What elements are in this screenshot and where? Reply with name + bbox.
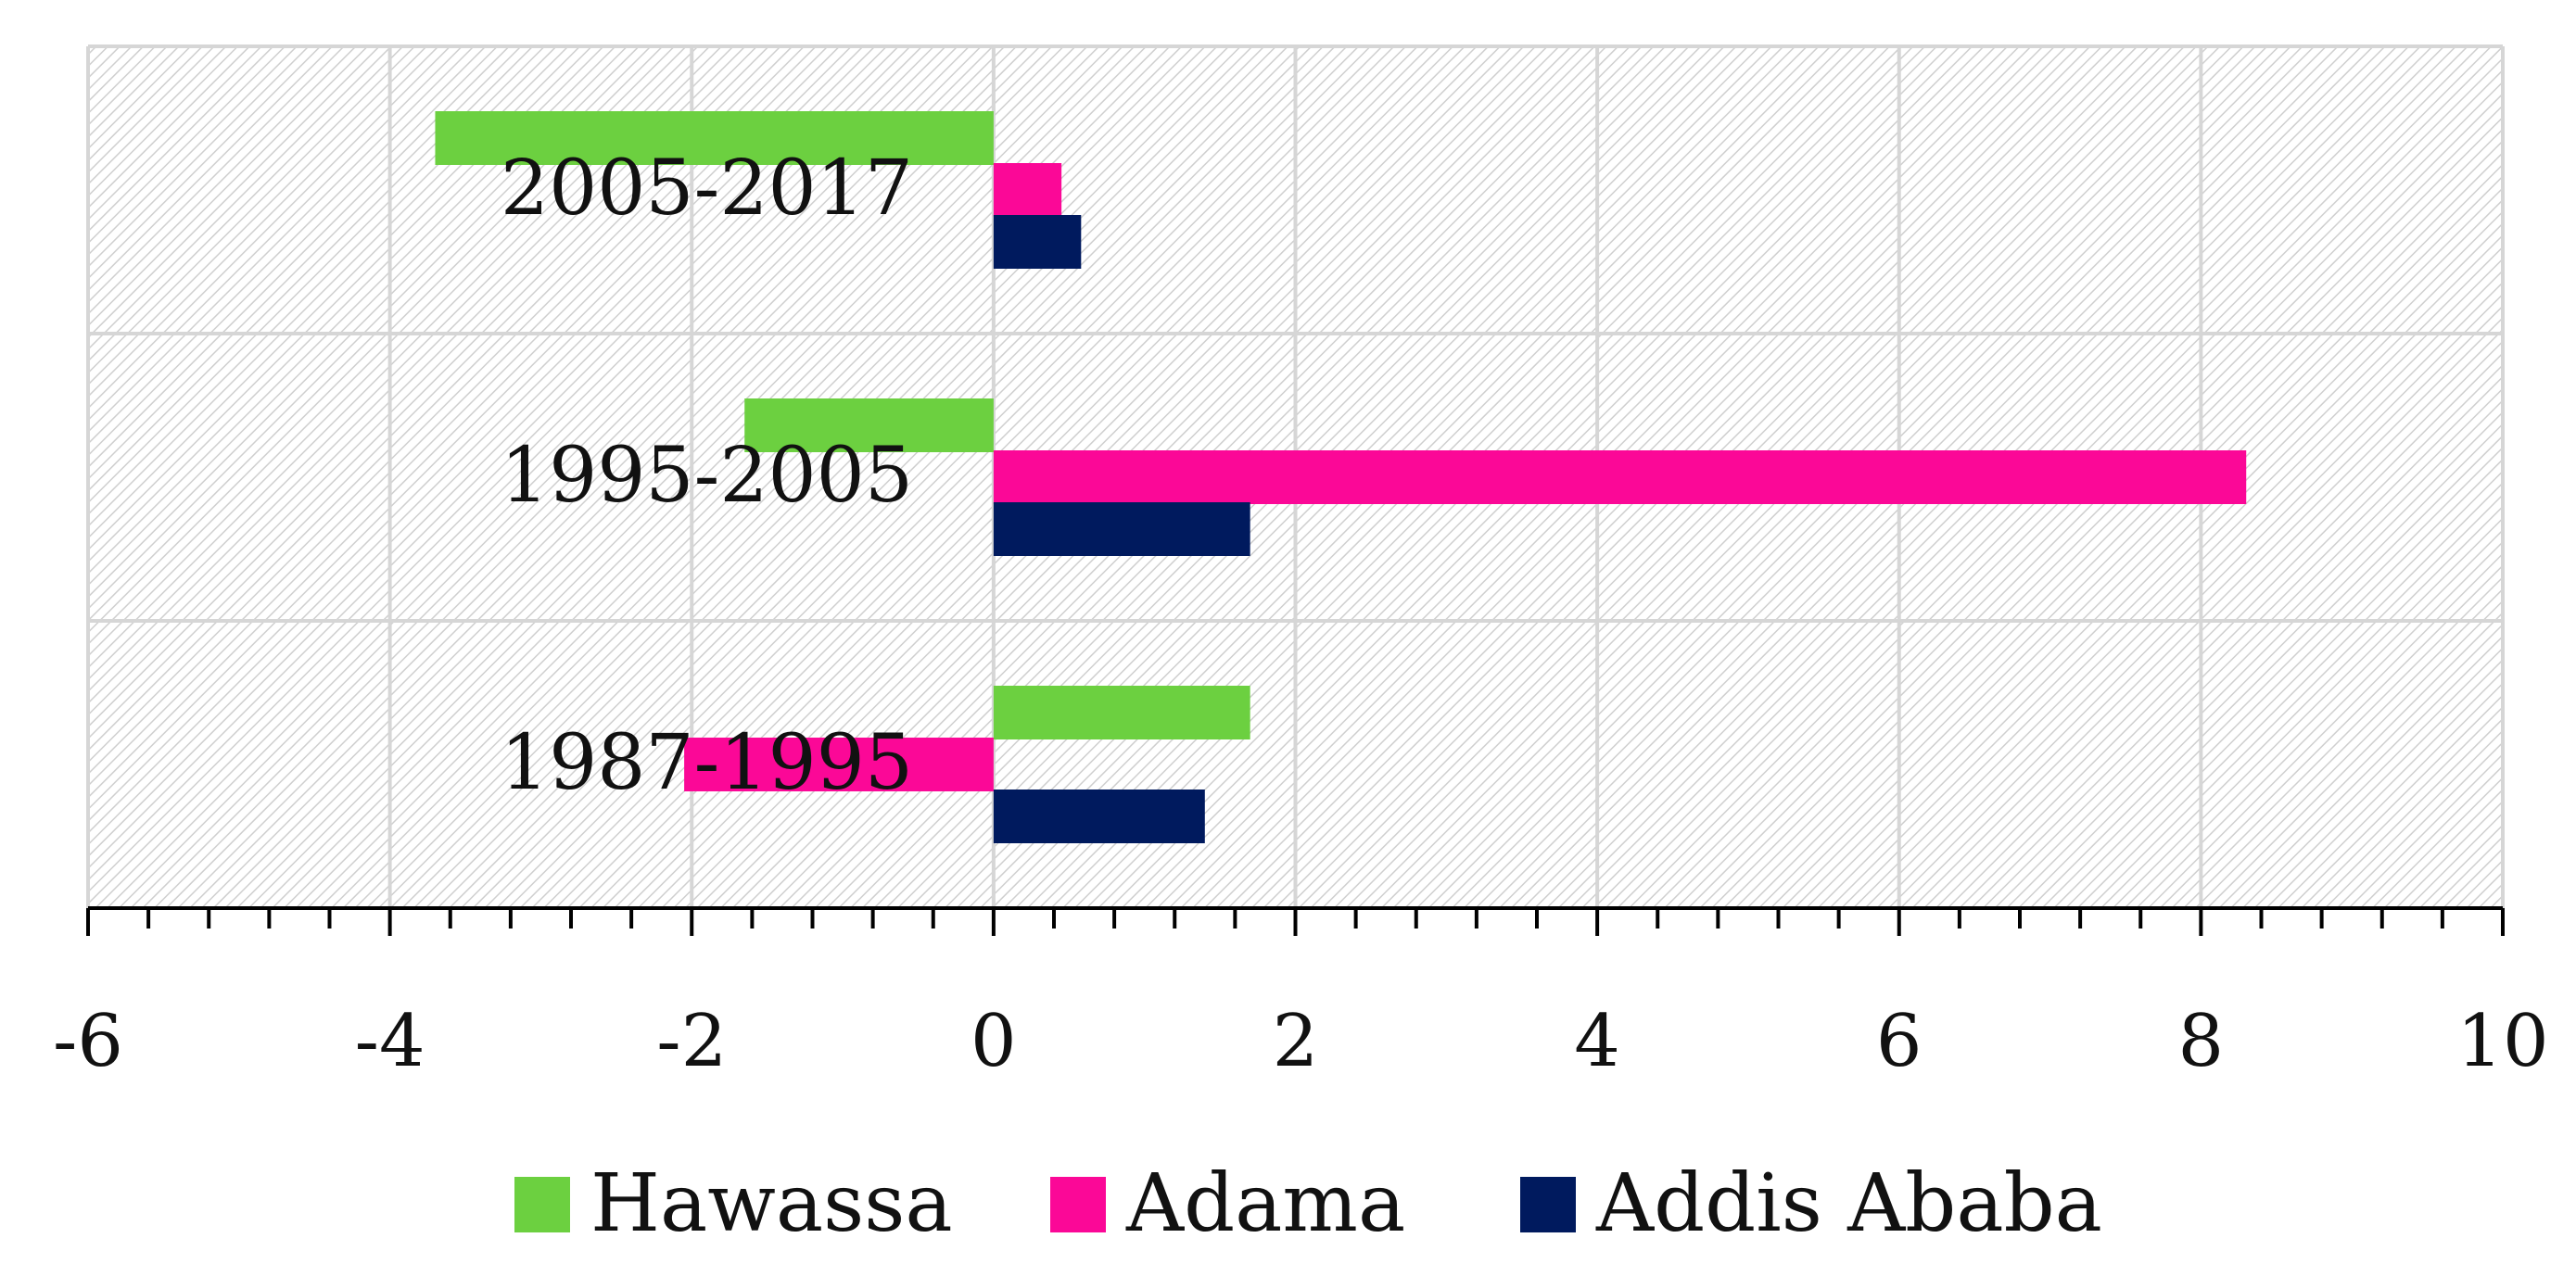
x-tick-label: -6 — [53, 1000, 123, 1083]
x-axis: -6 -4 -2 0 2 4 6 8 10 — [53, 906, 2549, 1083]
x-tick-label: 8 — [2178, 1000, 2225, 1083]
legend-swatch-hawassa — [514, 1177, 570, 1232]
bar-addis-ababa-1987-1995 — [993, 790, 1205, 843]
x-tick-label: 6 — [1876, 1000, 1922, 1083]
x-tick-label: -2 — [656, 1000, 727, 1083]
category-label: 1987-1995 — [501, 719, 913, 807]
legend-label-addis-ababa: Addis Ababa — [1595, 1157, 2102, 1250]
bar-adama-1987-1995 — [684, 738, 994, 791]
category-label: 2005-2017 — [501, 145, 913, 233]
category-labels: 1987-1995 1995-2005 2005-2017 — [501, 145, 913, 807]
bar-hawassa-1995-2005 — [744, 398, 994, 452]
x-tick-label: -4 — [355, 1000, 425, 1083]
legend-swatch-addis-ababa — [1520, 1177, 1576, 1232]
bar-addis-ababa-1995-2005 — [993, 502, 1250, 556]
legend-swatch-adama — [1050, 1177, 1106, 1232]
legend-label-adama: Adama — [1125, 1157, 1405, 1250]
x-tick-label: 4 — [1574, 1000, 1620, 1083]
bar-hawassa-1987-1995 — [993, 686, 1250, 739]
grid-lines — [86, 44, 2505, 908]
bar-adama-1995-2005 — [993, 450, 2247, 504]
legend: Hawassa Adama Addis Ababa — [514, 1157, 2102, 1250]
legend-label-hawassa: Hawassa — [590, 1157, 953, 1250]
category-label: 1995-2005 — [501, 432, 913, 520]
x-tick-label: 2 — [1273, 1000, 1319, 1083]
bars — [435, 111, 2247, 843]
bar-hawassa-2005-2017 — [435, 111, 994, 165]
x-tick-label: 10 — [2456, 1000, 2548, 1083]
bar-addis-ababa-2005-2017 — [993, 215, 1082, 269]
x-tick-label: 0 — [971, 1000, 1017, 1083]
bar-adama-2005-2017 — [993, 163, 1062, 217]
